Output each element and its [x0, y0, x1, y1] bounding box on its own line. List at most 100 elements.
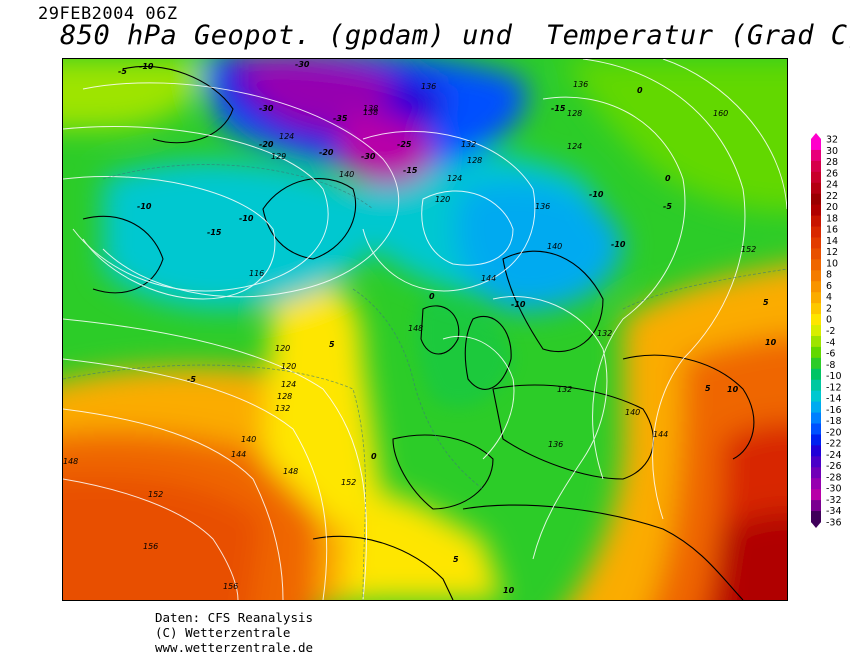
geopot-label: 136 — [421, 82, 436, 91]
geopot-label: 132 — [275, 404, 290, 413]
legend-swatch — [811, 346, 821, 359]
legend-swatch — [811, 292, 821, 304]
temp-label: -15 — [207, 228, 222, 237]
legend-tick-label: -10 — [826, 371, 842, 382]
geopot-label: 124 — [279, 132, 294, 141]
legend-swatch — [811, 401, 821, 414]
map-title: 850 hPa Geopot. (gpdam) und Temperatur (… — [60, 20, 850, 51]
geopot-label: 120 — [275, 344, 290, 353]
temperature-contours — [63, 164, 787, 600]
legend-tick-label: -4 — [826, 337, 835, 348]
geopot-label: 136 — [535, 202, 550, 211]
geopot-label: 128 — [277, 392, 292, 401]
legend-tick-label: -32 — [826, 495, 842, 506]
geopot-label: 152 — [341, 478, 356, 487]
legend-swatch — [811, 259, 821, 271]
temp-label: 5 — [705, 384, 711, 393]
geopot-label: 124 — [447, 174, 462, 183]
geopot-label: 132 — [461, 140, 476, 149]
temp-label: 10 — [727, 385, 739, 394]
legend-tick-label: -8 — [826, 360, 835, 371]
temp-label: -15 — [403, 166, 418, 175]
geopot-label: 148 — [283, 467, 298, 476]
geopot-label: 132 — [557, 385, 572, 394]
temp-label: -10 — [239, 214, 254, 223]
temp-label: -30 — [295, 60, 310, 69]
coastlines — [82, 65, 755, 600]
geopot-label: 138 — [363, 108, 378, 117]
geopot-label: 144 — [231, 450, 246, 459]
legend-swatch — [811, 434, 821, 446]
legend-swatch — [811, 423, 821, 435]
map-canvas: 160 156 156 152 152 152 148 148 148 144 … — [63, 59, 787, 600]
website-link[interactable]: www.wetterzentrale.de — [155, 640, 314, 655]
temp-label: -10 — [137, 202, 152, 211]
geopot-label: 144 — [481, 274, 496, 283]
geopot-label: 124 — [281, 380, 296, 389]
geopotential-labels: 160 156 156 152 152 152 148 148 148 144 … — [63, 80, 756, 591]
temp-label: -20 — [259, 140, 274, 149]
geopot-label: 140 — [625, 408, 640, 417]
temp-label: 5 — [763, 298, 769, 307]
legend-swatch — [811, 412, 821, 425]
legend-tick-label: -6 — [826, 349, 835, 360]
legend-swatch — [811, 314, 821, 326]
temp-label: -5 — [663, 202, 672, 211]
legend-tick-label: -36 — [826, 518, 842, 529]
geopot-label: 120 — [435, 195, 450, 204]
geopot-label: 128 — [467, 156, 482, 165]
geopot-label: 156 — [143, 542, 158, 551]
temp-label: 0 — [637, 86, 643, 95]
geopot-label: 132 — [597, 329, 612, 338]
legend-tick-label: -14 — [826, 394, 842, 405]
legend-swatch — [811, 237, 821, 249]
geopot-label: 148 — [408, 324, 423, 333]
legend-swatch — [811, 139, 821, 151]
geopotential-contours — [63, 59, 787, 600]
legend-swatch — [811, 379, 821, 392]
legend-swatch — [811, 204, 821, 217]
temp-label: 5 — [329, 340, 335, 349]
legend-swatch — [811, 281, 821, 293]
temp-label: -30 — [361, 152, 376, 161]
legend-swatch — [811, 325, 821, 337]
geopot-label: 156 — [223, 582, 238, 591]
legend-swatch — [811, 445, 821, 457]
temp-label: 5 — [453, 555, 459, 564]
temp-label: 0 — [429, 292, 435, 301]
geopot-label: 128 — [567, 109, 582, 118]
legend-swatch — [811, 193, 821, 206]
geopot-label: 120 — [281, 362, 296, 371]
geopot-label: 136 — [548, 440, 563, 449]
legend-swatch — [811, 467, 821, 479]
legend-tick-label: -22 — [826, 439, 842, 450]
geopot-label: 140 — [339, 170, 354, 179]
legend-tick-label: 6 — [826, 281, 832, 292]
geopot-label: 138 — [363, 104, 378, 113]
map-date: 29FEB2004 06Z — [38, 4, 178, 24]
legend-tick-label: 18 — [826, 213, 838, 224]
legend-tick-label: 20 — [826, 202, 838, 213]
legend-swatch — [811, 368, 821, 381]
legend-tick-label: 30 — [826, 146, 838, 157]
legend-tick-label: -16 — [826, 405, 842, 416]
legend-tick-label: -12 — [826, 382, 842, 393]
legend-swatch — [811, 335, 821, 348]
legend-swatch — [811, 390, 821, 403]
temp-label: -5 — [187, 375, 196, 384]
geopot-label: 140 — [241, 435, 256, 444]
legend-swatch — [811, 149, 821, 162]
temp-label: -25 — [397, 140, 412, 149]
geopot-label: 148 — [63, 457, 78, 466]
temp-label: -35 — [333, 114, 348, 123]
legend-tick-label: 28 — [826, 157, 838, 168]
legend-swatch — [811, 303, 821, 315]
temp-label: -10 — [611, 240, 626, 249]
legend-tick-label: -34 — [826, 506, 842, 517]
geopot-label: 124 — [567, 142, 582, 151]
temp-label: -10 — [589, 190, 604, 199]
legend-tick-label: 2 — [826, 303, 832, 314]
map-footer: Daten: CFS Reanalysis (C) Wetterzentrale… — [155, 610, 313, 655]
geopot-label: 152 — [148, 490, 163, 499]
legend-arrow-up — [811, 133, 821, 139]
